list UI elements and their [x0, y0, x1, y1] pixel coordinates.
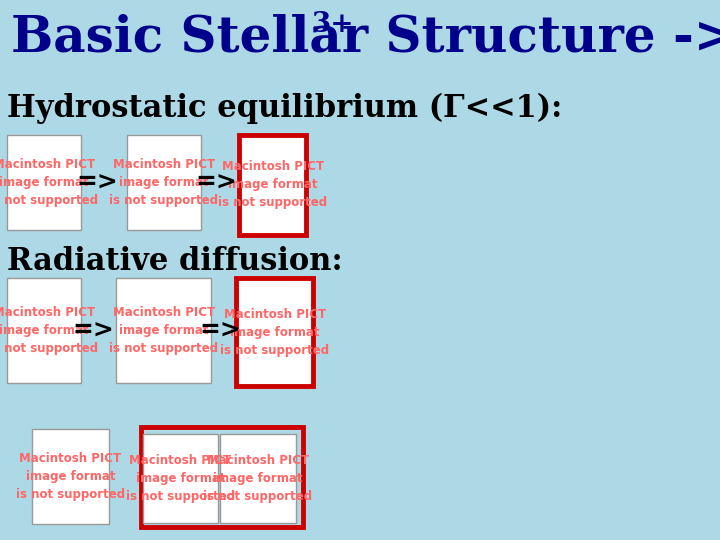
Text: =>: => [196, 171, 238, 194]
Text: Basic Stellar Structure -> L ~ M: Basic Stellar Structure -> L ~ M [11, 14, 720, 62]
Bar [116, 278, 211, 383]
Text: =>: => [76, 171, 117, 194]
Text: =>: => [199, 319, 241, 343]
Bar [141, 427, 302, 526]
Text: Hydrostatic equilibrium (Γ<<1):: Hydrostatic equilibrium (Γ<<1): [7, 92, 562, 124]
Text: Radiative diffusion:: Radiative diffusion: [7, 246, 343, 278]
Text: Macintosh PICT
image format
is not supported: Macintosh PICT image format is not suppo… [109, 158, 218, 207]
Text: 3+: 3+ [312, 11, 354, 38]
Text: Macintosh PICT
image format
is not supported: Macintosh PICT image format is not suppo… [0, 158, 99, 207]
Bar [239, 135, 306, 235]
Bar [7, 278, 81, 383]
Bar [32, 429, 109, 524]
Text: Macintosh PICT
image format
is not supported: Macintosh PICT image format is not suppo… [220, 308, 329, 356]
Text: =>: => [73, 319, 114, 343]
Bar [7, 135, 81, 230]
Bar [127, 135, 201, 230]
Bar [236, 278, 313, 386]
Bar [220, 434, 296, 523]
Text: Macintosh PICT
image format
is not supported: Macintosh PICT image format is not suppo… [126, 454, 235, 503]
Text: Macintosh PICT
image format
is not supported: Macintosh PICT image format is not suppo… [203, 454, 312, 503]
Bar [143, 434, 218, 523]
Text: Macintosh PICT
image format
is not supported: Macintosh PICT image format is not suppo… [109, 306, 218, 355]
Text: Macintosh PICT
image format
is not supported: Macintosh PICT image format is not suppo… [16, 452, 125, 501]
Text: Macintosh PICT
image format
is not supported: Macintosh PICT image format is not suppo… [0, 306, 99, 355]
Text: Macintosh PICT
image format
is not supported: Macintosh PICT image format is not suppo… [218, 160, 328, 210]
